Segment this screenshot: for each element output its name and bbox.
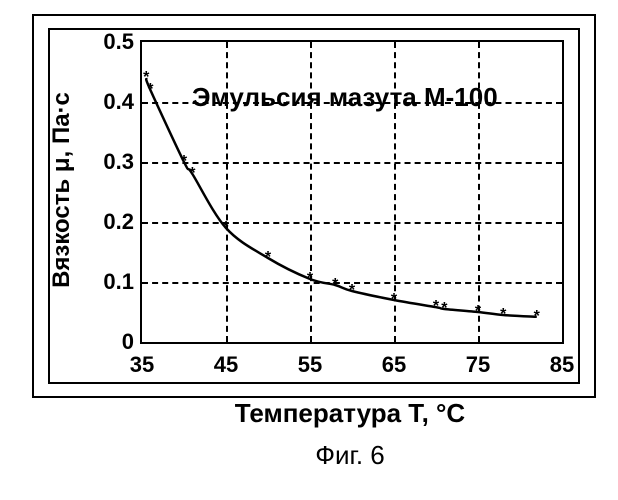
- x-tick-label: 45: [214, 342, 238, 378]
- x-tick-label: 35: [130, 342, 154, 378]
- y-tick-label: 0.5: [103, 29, 142, 55]
- data-point-marker: *: [223, 220, 229, 236]
- x-tick-label: 75: [466, 342, 490, 378]
- data-point-marker: *: [534, 309, 540, 325]
- x-tick-label: 55: [298, 342, 322, 378]
- y-tick-label: 0.3: [103, 149, 142, 175]
- data-point-marker: *: [181, 154, 187, 170]
- data-point-marker: *: [332, 277, 338, 293]
- data-point-marker: *: [147, 82, 153, 98]
- data-point-marker: *: [391, 292, 397, 308]
- data-point-marker: *: [500, 307, 506, 323]
- figure-container: Эмульсия мазута М-100 00.10.20.30.40.535…: [0, 0, 618, 500]
- y-tick-label: 0.1: [103, 269, 142, 295]
- x-tick-label: 85: [550, 342, 574, 378]
- figure-caption: Фиг. 6: [315, 440, 385, 471]
- y-axis-label: Вязкость μ, Па·с: [48, 92, 76, 288]
- data-point-marker: *: [265, 250, 271, 266]
- data-point-marker: *: [349, 283, 355, 299]
- y-tick-label: 0.2: [103, 209, 142, 235]
- data-point-marker: *: [433, 299, 439, 315]
- x-axis-label: Температура Т, °С: [235, 398, 465, 429]
- data-point-marker: *: [307, 271, 313, 287]
- data-point-marker: *: [441, 301, 447, 317]
- data-point-marker: *: [189, 166, 195, 182]
- x-tick-label: 65: [382, 342, 406, 378]
- plot-area: Эмульсия мазута М-100 00.10.20.30.40.535…: [140, 40, 564, 344]
- data-point-marker: *: [475, 304, 481, 320]
- y-tick-label: 0.4: [103, 89, 142, 115]
